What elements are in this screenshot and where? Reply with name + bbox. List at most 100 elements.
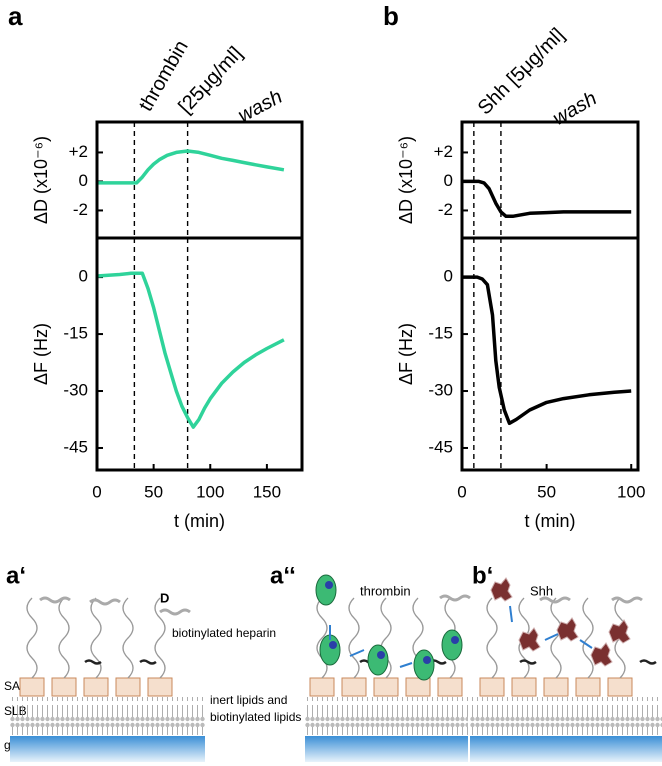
sav <box>83 677 109 697</box>
y-tick-label: -45 <box>63 437 88 456</box>
thrombin <box>413 649 435 681</box>
y-tick-label: -30 <box>428 381 453 400</box>
x-tick-label: 100 <box>196 482 224 501</box>
active-site <box>423 656 431 664</box>
y-axis-label: ΔD (x10⁻⁶) <box>396 136 416 224</box>
active-site <box>451 636 459 644</box>
y-tick-label: -30 <box>63 381 88 400</box>
y-tick-label: -15 <box>428 324 453 343</box>
sav <box>147 677 173 697</box>
glass <box>10 736 205 762</box>
active-site <box>325 581 333 589</box>
strand <box>486 597 498 679</box>
shh <box>608 619 631 644</box>
plot-frame <box>95 236 304 472</box>
lipid-label: inert lipids and <box>210 693 287 707</box>
lipid-label: biotinylated lipids <box>210 710 301 724</box>
plot-frame <box>460 120 640 240</box>
y-tick-label: -15 <box>63 324 88 343</box>
active-site <box>329 641 337 649</box>
wave-arrow <box>539 596 571 604</box>
thrombin <box>441 629 463 661</box>
wave-arrow <box>139 659 157 665</box>
sav <box>607 677 633 697</box>
x-tick-label: 100 <box>617 482 645 501</box>
wave-arrow <box>639 659 657 665</box>
sav <box>373 677 399 697</box>
annotation: Shh [5μg/ml] <box>474 24 569 119</box>
wave-arrow <box>39 596 71 604</box>
x-tick-label: 50 <box>144 482 163 501</box>
panel-label: a‘‘ <box>270 562 296 589</box>
x-tick-label: 150 <box>253 482 281 501</box>
strand <box>582 597 594 679</box>
annotation: wash <box>549 87 600 129</box>
bilayer <box>470 697 662 735</box>
sav <box>51 677 77 697</box>
sav <box>115 677 141 697</box>
panel-label: a <box>8 1 23 31</box>
strand-label: biotinylated heparin <box>172 626 276 640</box>
y-tick-label: +2 <box>434 142 453 161</box>
data-line <box>97 149 285 185</box>
thrombin <box>367 644 389 676</box>
bilayer <box>305 697 468 735</box>
y-tick-label: +2 <box>69 142 88 161</box>
sav <box>19 677 45 697</box>
x-axis-label: t (min) <box>174 511 225 531</box>
x-axis-label: t (min) <box>525 511 576 531</box>
sav <box>511 677 537 697</box>
data-line <box>462 179 632 219</box>
wave-arrow <box>84 659 102 665</box>
strand <box>26 597 38 679</box>
wave-arrow <box>159 608 191 616</box>
x-tick-label: 0 <box>92 482 101 501</box>
panel-label: a‘ <box>6 562 26 589</box>
protein-label: thrombin <box>360 583 411 598</box>
sav <box>479 677 505 697</box>
sav <box>543 677 569 697</box>
panel-label: b <box>383 1 399 31</box>
shh <box>518 627 541 652</box>
move-arrow <box>509 605 513 623</box>
data-line <box>462 275 632 426</box>
arrow-label: D <box>160 590 169 605</box>
sav <box>405 677 431 697</box>
y-tick-label: -2 <box>438 200 453 219</box>
active-site <box>377 651 385 659</box>
y-axis-label: ΔF (Hz) <box>396 323 416 385</box>
y-axis-label: ΔF (Hz) <box>31 323 51 385</box>
plot-frame <box>95 120 304 240</box>
shh <box>490 577 513 602</box>
wave-arrow <box>439 594 471 602</box>
strand <box>58 597 70 679</box>
y-tick-label: 0 <box>444 171 453 190</box>
plot-frame <box>460 236 640 472</box>
move-arrow <box>544 633 559 641</box>
sav <box>309 677 335 697</box>
sav <box>341 677 367 697</box>
panel-label: b‘ <box>472 562 493 589</box>
strand <box>122 597 134 679</box>
y-axis-label: ΔD (x10⁻⁶) <box>31 136 51 224</box>
glass <box>470 736 662 762</box>
strand <box>348 597 360 679</box>
thrombin <box>315 574 337 606</box>
glass <box>305 736 468 762</box>
y-tick-label: 0 <box>79 267 88 286</box>
strand <box>380 597 392 679</box>
wave-arrow <box>519 659 537 665</box>
sav <box>437 677 463 697</box>
strand <box>154 597 166 679</box>
y-tick-label: 0 <box>79 171 88 190</box>
wave-arrow <box>611 596 643 604</box>
move-arrow <box>579 639 593 649</box>
wave-arrow <box>89 598 121 606</box>
bilayer <box>10 697 205 735</box>
shh <box>556 617 579 642</box>
y-tick-label: 0 <box>444 267 453 286</box>
x-tick-label: 0 <box>457 482 466 501</box>
move-arrow <box>349 649 365 657</box>
data-line <box>96 271 285 429</box>
